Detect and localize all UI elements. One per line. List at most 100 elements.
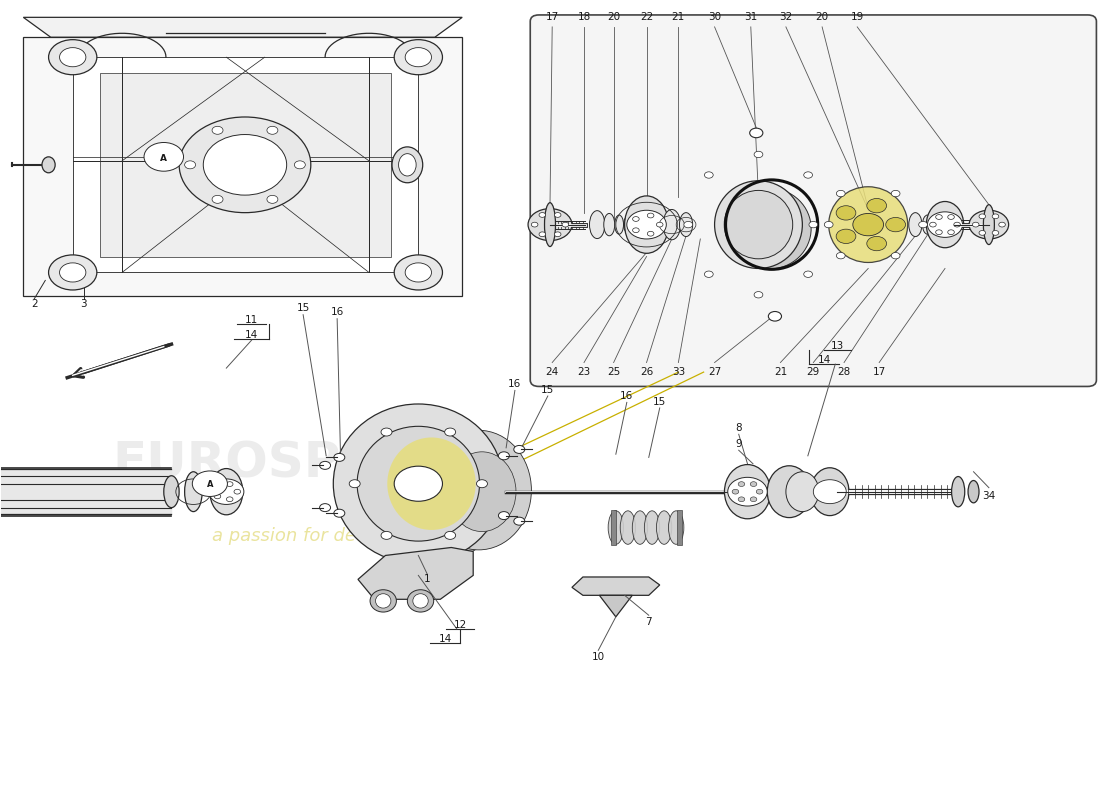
Circle shape bbox=[992, 230, 999, 235]
Circle shape bbox=[498, 512, 509, 519]
Bar bbox=[612, 510, 616, 545]
Bar bbox=[678, 510, 682, 545]
Ellipse shape bbox=[669, 511, 684, 544]
Circle shape bbox=[214, 494, 221, 498]
Polygon shape bbox=[23, 38, 462, 296]
Text: 26: 26 bbox=[640, 367, 653, 377]
Circle shape bbox=[227, 482, 233, 486]
Polygon shape bbox=[100, 73, 390, 257]
Circle shape bbox=[824, 222, 833, 228]
Circle shape bbox=[992, 214, 999, 218]
Polygon shape bbox=[23, 18, 462, 38]
Circle shape bbox=[539, 232, 546, 237]
Circle shape bbox=[59, 263, 86, 282]
Circle shape bbox=[381, 531, 392, 539]
Ellipse shape bbox=[448, 452, 516, 531]
Circle shape bbox=[948, 230, 955, 234]
Circle shape bbox=[539, 213, 546, 218]
Circle shape bbox=[891, 253, 900, 259]
Polygon shape bbox=[73, 57, 418, 273]
Ellipse shape bbox=[625, 196, 669, 254]
Circle shape bbox=[405, 48, 431, 66]
Text: 23: 23 bbox=[578, 367, 591, 377]
Circle shape bbox=[804, 172, 813, 178]
Text: 16: 16 bbox=[508, 379, 521, 389]
Ellipse shape bbox=[185, 472, 202, 512]
Circle shape bbox=[554, 232, 561, 237]
Circle shape bbox=[144, 142, 184, 171]
Circle shape bbox=[972, 222, 979, 227]
Circle shape bbox=[936, 214, 943, 219]
Text: 15: 15 bbox=[653, 397, 667, 406]
Circle shape bbox=[813, 480, 846, 504]
Circle shape bbox=[930, 222, 936, 227]
Text: EUROSPARES: EUROSPARES bbox=[112, 440, 483, 488]
Ellipse shape bbox=[544, 202, 556, 246]
Circle shape bbox=[969, 210, 1009, 239]
Ellipse shape bbox=[768, 466, 811, 518]
Circle shape bbox=[750, 482, 757, 486]
Ellipse shape bbox=[645, 511, 660, 544]
Ellipse shape bbox=[164, 476, 179, 508]
Circle shape bbox=[632, 228, 639, 233]
Ellipse shape bbox=[590, 210, 605, 238]
Circle shape bbox=[514, 517, 525, 525]
Text: 18: 18 bbox=[578, 12, 591, 22]
Text: A: A bbox=[207, 480, 213, 489]
Text: 7: 7 bbox=[646, 617, 652, 626]
Text: 20: 20 bbox=[815, 12, 828, 22]
Circle shape bbox=[528, 209, 572, 241]
Ellipse shape bbox=[333, 404, 504, 563]
Circle shape bbox=[804, 271, 813, 278]
Circle shape bbox=[554, 213, 561, 218]
Text: 17: 17 bbox=[872, 367, 886, 377]
Circle shape bbox=[192, 471, 228, 497]
Circle shape bbox=[852, 214, 883, 236]
Text: 11: 11 bbox=[245, 315, 258, 326]
Circle shape bbox=[394, 466, 442, 502]
Text: 30: 30 bbox=[708, 12, 722, 22]
Circle shape bbox=[267, 126, 278, 134]
Circle shape bbox=[349, 480, 360, 488]
Circle shape bbox=[657, 222, 663, 227]
Text: 27: 27 bbox=[708, 367, 722, 377]
Text: 22: 22 bbox=[640, 12, 653, 22]
Ellipse shape bbox=[608, 511, 624, 544]
Circle shape bbox=[808, 222, 817, 228]
Circle shape bbox=[531, 222, 538, 227]
Text: 3: 3 bbox=[80, 299, 87, 310]
Text: 17: 17 bbox=[546, 12, 559, 22]
Ellipse shape bbox=[909, 213, 922, 237]
Circle shape bbox=[204, 134, 287, 195]
Circle shape bbox=[394, 255, 442, 290]
Circle shape bbox=[728, 478, 768, 506]
Ellipse shape bbox=[983, 205, 994, 245]
Circle shape bbox=[750, 497, 757, 502]
Circle shape bbox=[738, 497, 745, 502]
Ellipse shape bbox=[657, 511, 672, 544]
Ellipse shape bbox=[624, 217, 632, 233]
Polygon shape bbox=[358, 547, 473, 599]
Text: 10: 10 bbox=[592, 652, 605, 662]
Text: 28: 28 bbox=[837, 367, 850, 377]
Text: 31: 31 bbox=[745, 12, 758, 22]
Circle shape bbox=[48, 40, 97, 74]
Text: 1: 1 bbox=[424, 574, 430, 584]
Ellipse shape bbox=[923, 215, 933, 234]
Ellipse shape bbox=[604, 214, 615, 236]
Circle shape bbox=[954, 222, 960, 227]
Polygon shape bbox=[572, 577, 660, 595]
Circle shape bbox=[891, 190, 900, 197]
Text: 33: 33 bbox=[672, 367, 685, 377]
Text: 32: 32 bbox=[779, 12, 792, 22]
Circle shape bbox=[750, 128, 763, 138]
Text: 13: 13 bbox=[830, 341, 844, 350]
Circle shape bbox=[632, 217, 639, 222]
Circle shape bbox=[59, 48, 86, 66]
Circle shape bbox=[212, 126, 223, 134]
Ellipse shape bbox=[392, 147, 422, 182]
Circle shape bbox=[498, 452, 509, 460]
Circle shape bbox=[999, 222, 1005, 227]
Text: 2: 2 bbox=[31, 299, 37, 310]
Circle shape bbox=[234, 490, 241, 494]
